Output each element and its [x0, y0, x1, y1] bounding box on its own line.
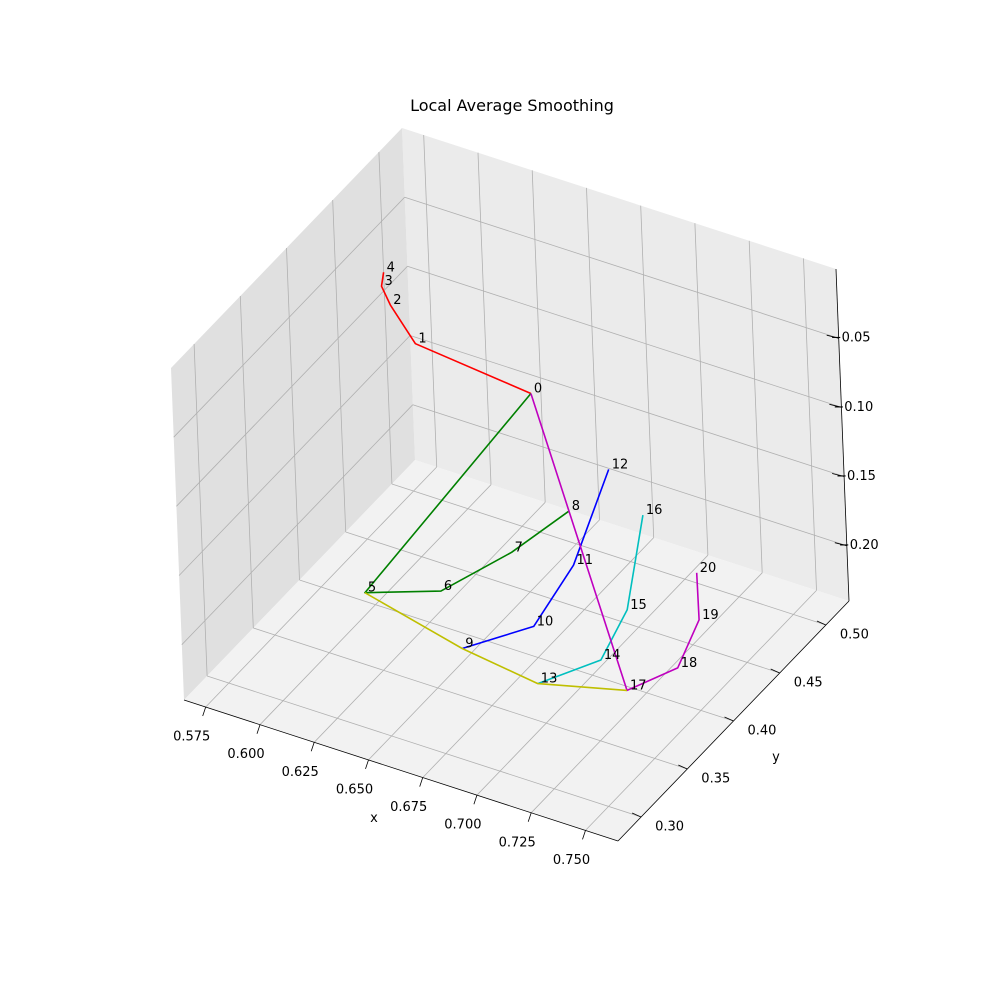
point-label: 14: [604, 648, 621, 663]
x-tick-label: 0.650: [336, 782, 373, 797]
y-grid-floor: [391, 483, 827, 626]
x-tick-label: 0.700: [444, 818, 481, 833]
chart-ticks: 0.575 0.600 0.625 0.650 0.675 0.700 0.725 0.750…: [173, 331, 879, 868]
y-axis-label: y: [772, 750, 780, 765]
y-tick-mark: [724, 716, 734, 722]
z-tick-mark: [834, 542, 847, 547]
point-label: 8: [572, 499, 580, 514]
x-tick-mark: [582, 830, 586, 840]
z-tick-mark: [826, 334, 839, 339]
chart-grid: [173, 134, 847, 831]
x-axis-label: x: [370, 811, 378, 826]
y-tick-mark: [770, 668, 780, 674]
x-tick-label: 0.750: [553, 853, 590, 868]
z-tick-label: −0.20: [839, 538, 879, 553]
series-line: [364, 592, 628, 692]
y-tick-label: 0.30: [655, 820, 684, 835]
z-grid-back: [404, 196, 839, 339]
y-tick-label: 0.40: [748, 724, 777, 739]
back-pane: [402, 128, 849, 601]
y-tick-label: 0.50: [840, 628, 869, 643]
point-label: 1: [418, 332, 426, 347]
z-grid-left: [176, 266, 408, 507]
chart-title: Local Average Smoothing: [410, 96, 614, 115]
y-grid-floor: [253, 627, 688, 770]
x-tick-mark: [202, 706, 207, 717]
point-label: 17: [630, 678, 647, 693]
point-label: 15: [630, 598, 647, 613]
y-grid-floor: [206, 675, 642, 818]
x-tick-mark: [419, 777, 424, 787]
point-label: 5: [368, 581, 376, 596]
z-grid-back: [409, 335, 845, 477]
point-label: 10: [537, 614, 554, 629]
z-tick-mark: [832, 473, 845, 477]
x-tick-label: 0.625: [282, 765, 319, 780]
z-axis-line: [835, 268, 850, 602]
x-axis-line: [183, 699, 619, 842]
z-grid-left: [178, 335, 411, 576]
z-tick-mark: [829, 403, 842, 408]
y-tick-mark: [678, 764, 688, 770]
x-tick-label: 0.575: [173, 730, 210, 745]
z-grid-back: [407, 265, 842, 408]
point-label: 20: [700, 561, 717, 576]
point-label: 3: [385, 274, 393, 289]
series-line: [537, 514, 644, 685]
z-grid-back: [412, 404, 847, 547]
y-tick-mark: [631, 812, 642, 818]
point-label: 19: [702, 608, 719, 623]
point-label: 18: [681, 656, 698, 671]
y-grid-floor: [299, 579, 734, 722]
x-tick-label: 0.725: [499, 835, 536, 850]
y-tick-label: 0.35: [701, 772, 730, 787]
series-line: [380, 272, 532, 395]
point-label: 13: [541, 672, 558, 687]
x-tick-mark: [527, 812, 532, 822]
x-tick-mark: [473, 795, 478, 805]
x-tick-mark: [310, 742, 315, 752]
x-tick-mark: [256, 724, 261, 734]
point-label: 0: [534, 382, 542, 397]
point-label: 16: [646, 503, 663, 518]
point-label: 6: [444, 579, 452, 594]
z-tick-label: −0.05: [831, 331, 871, 346]
point-label: 4: [387, 260, 395, 275]
y-tick-mark: [816, 620, 827, 626]
series-line: [364, 392, 570, 594]
x-tick-label: 0.675: [390, 800, 427, 815]
z-tick-label: −0.10: [833, 400, 873, 415]
x-tick-mark: [365, 759, 369, 770]
point-label: 9: [465, 637, 473, 652]
series-line: [530, 393, 700, 692]
z-grid-left: [173, 196, 405, 438]
y-tick-label: 0.45: [794, 676, 823, 691]
y-grid-floor: [345, 531, 780, 674]
series-line: [461, 469, 610, 650]
chart-panes: [171, 128, 849, 841]
chart-series: [364, 272, 700, 692]
z-tick-label: −0.15: [836, 469, 876, 484]
point-label: 2: [393, 293, 401, 308]
point-label: 7: [515, 540, 523, 555]
point-label: 11: [577, 553, 594, 568]
z-grid-left: [181, 404, 414, 645]
point-label: 12: [612, 457, 629, 472]
x-tick-label: 0.600: [227, 747, 264, 762]
